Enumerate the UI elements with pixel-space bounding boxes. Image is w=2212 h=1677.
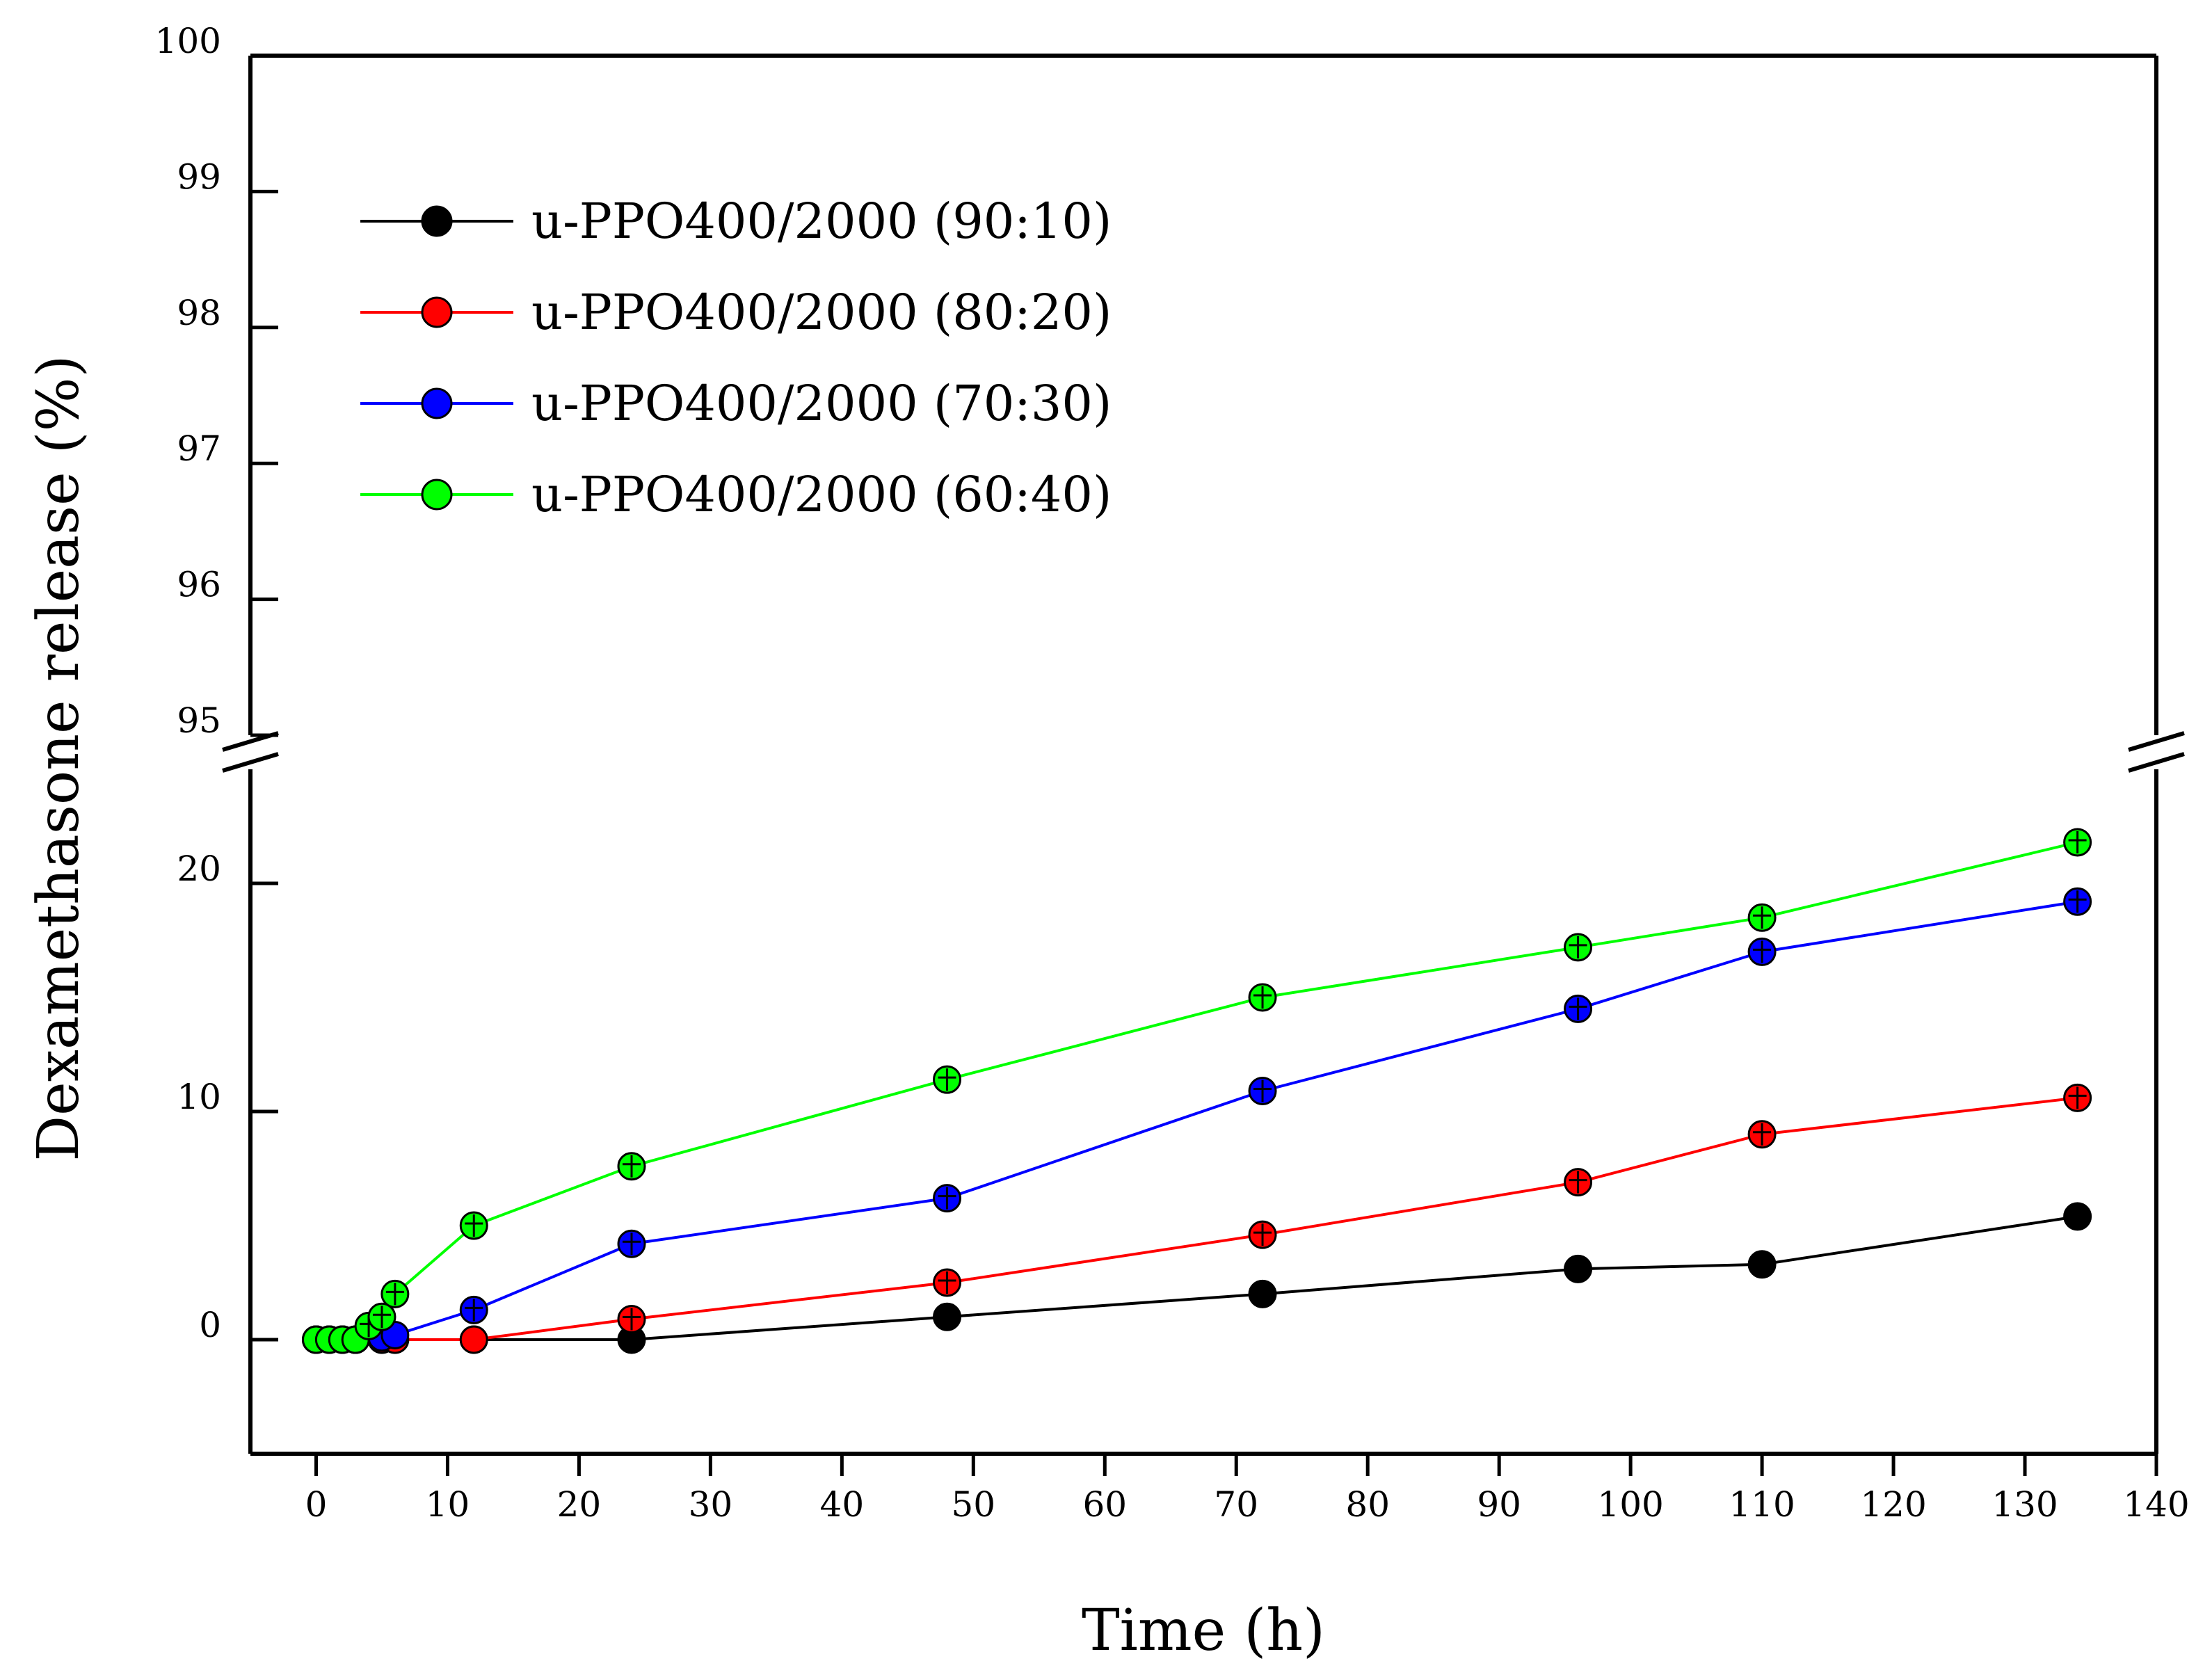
x-axis-title: Time (h) xyxy=(1082,1598,1325,1664)
series-4 xyxy=(301,828,2092,1354)
series-layer xyxy=(301,828,2092,1354)
y-tick-label: 96 xyxy=(177,565,221,605)
legend-label: u-PPO400/2000 (80:20) xyxy=(531,284,1112,341)
legend-label: u-PPO400/2000 (90:10) xyxy=(531,193,1112,250)
legend-label: u-PPO400/2000 (70:30) xyxy=(531,375,1112,432)
axis-break-left-2 xyxy=(222,752,279,773)
legend-item: u-PPO400/2000 (90:10) xyxy=(360,193,1112,250)
data-point xyxy=(459,1325,488,1354)
legend-item: u-PPO400/2000 (80:20) xyxy=(360,284,1112,341)
x-tick-label: 50 xyxy=(951,1484,995,1525)
y-tick-label: 0 xyxy=(199,1305,221,1345)
y-tick-label: 95 xyxy=(177,700,221,741)
x-axis-ticks: 0 10 20 30 40 50 60 70 80 90 100 110 120 130 140 xyxy=(305,1454,2190,1525)
legend-label: u-PPO400/2000 (60:40) xyxy=(531,466,1112,523)
x-tick-label: 110 xyxy=(1729,1484,1795,1525)
y-tick-label: 100 xyxy=(155,21,221,61)
x-tick-label: 140 xyxy=(2123,1484,2189,1525)
x-tick-label: 80 xyxy=(1345,1484,1390,1525)
x-tick-label: 100 xyxy=(1597,1484,1663,1525)
x-tick-label: 90 xyxy=(1477,1484,1521,1525)
axis-break-right-1 xyxy=(2128,731,2185,752)
x-tick-label: 30 xyxy=(689,1484,733,1525)
y-tick-label: 20 xyxy=(177,849,221,889)
legend-marker xyxy=(421,387,453,419)
x-tick-label: 60 xyxy=(1082,1484,1127,1525)
axis-break-right-2 xyxy=(2128,752,2185,773)
y-tick-label: 98 xyxy=(177,293,221,333)
legend-item: u-PPO400/2000 (60:40) xyxy=(360,466,1112,523)
legend: u-PPO400/2000 (90:10) u-PPO400/2000 (80:2… xyxy=(360,193,1112,523)
y-tick-label: 99 xyxy=(177,157,221,197)
x-tick-label: 0 xyxy=(305,1484,328,1525)
legend-item: u-PPO400/2000 (70:30) xyxy=(360,375,1112,432)
legend-marker xyxy=(421,205,453,237)
y-tick-label: 10 xyxy=(177,1077,221,1117)
legend-marker xyxy=(421,296,453,328)
y-axis-title: Dexamethasone release (%) xyxy=(26,355,92,1161)
x-tick-label: 120 xyxy=(1860,1484,1926,1525)
y-tick-label: 97 xyxy=(177,428,221,469)
x-tick-label: 70 xyxy=(1214,1484,1258,1525)
x-tick-label: 40 xyxy=(820,1484,865,1525)
legend-marker xyxy=(421,479,453,511)
x-tick-label: 130 xyxy=(1991,1484,2058,1525)
y-axis-ticks: 0 10 20 95 96 97 98 99 100 xyxy=(155,21,278,1345)
x-tick-label: 20 xyxy=(557,1484,602,1525)
x-tick-label: 10 xyxy=(426,1484,470,1525)
